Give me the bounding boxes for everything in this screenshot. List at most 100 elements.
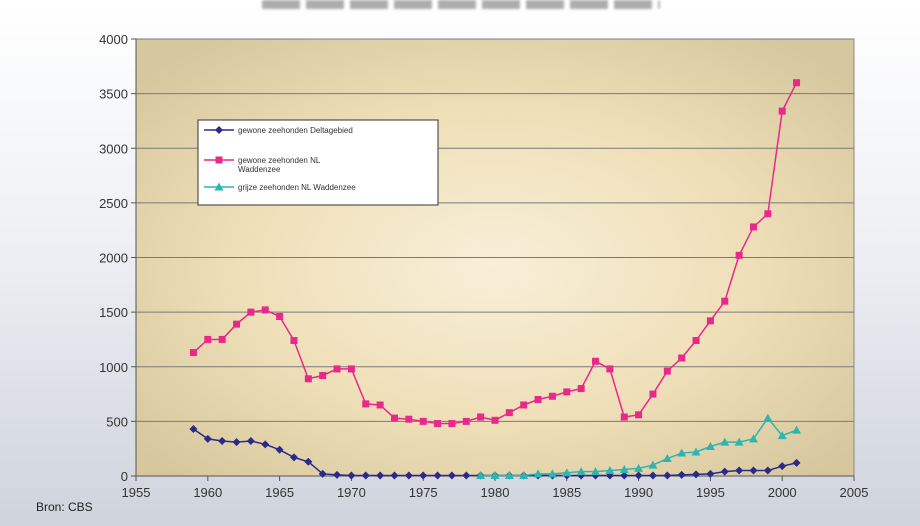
legend-label-line: gewone zeehonden NL: [238, 156, 321, 165]
data-point-0-1998: [749, 466, 758, 475]
data-point-1-1981: [505, 409, 513, 417]
data-point-2-1986: [576, 467, 586, 476]
series-0: [189, 425, 801, 480]
data-point-1-1996: [721, 297, 729, 305]
data-point-1-1974: [405, 415, 413, 423]
data-point-1-1980: [491, 416, 499, 424]
data-point-1-1992: [663, 367, 671, 375]
data-point-1-1969: [333, 365, 341, 373]
data-point-0-1963: [246, 437, 255, 446]
data-point-2-1995: [705, 442, 715, 451]
data-point-1-1991: [649, 390, 657, 398]
data-point-1-1976: [434, 420, 442, 428]
legend-marker-0: [215, 126, 223, 134]
legend-label-1: gewone zeehonden NL Waddenzee: [238, 156, 321, 174]
legend-label-0: gewone zeehonden Deltagebied: [238, 126, 353, 135]
y-tick-label-2500: 2500: [99, 196, 128, 211]
data-point-2-1993: [677, 448, 687, 457]
data-point-0-1971: [361, 471, 370, 480]
series-2: [476, 413, 802, 479]
data-point-1-1989: [620, 413, 628, 421]
data-point-2-1991: [648, 460, 658, 469]
data-point-0-2000: [778, 462, 787, 471]
y-tick-label-1000: 1000: [99, 360, 128, 375]
data-point-1-1961: [218, 335, 226, 343]
data-point-0-1966: [289, 453, 298, 462]
data-point-1-1971: [362, 400, 370, 408]
data-point-1-1995: [706, 317, 714, 325]
data-point-1-1973: [390, 414, 398, 422]
data-point-1-1993: [678, 354, 686, 362]
y-tick-label-2000: 2000: [99, 251, 128, 266]
data-point-1-1959: [189, 349, 197, 357]
y-tick-label-1500: 1500: [99, 305, 128, 320]
data-point-0-1967: [304, 457, 313, 466]
data-point-2-1992: [662, 454, 672, 463]
data-point-1-1987: [592, 357, 600, 365]
data-point-0-1970: [347, 471, 356, 480]
data-point-0-1995: [706, 469, 715, 478]
data-point-1-1979: [477, 413, 485, 421]
data-point-2-1979: [476, 470, 486, 479]
data-point-1-1998: [749, 223, 757, 231]
data-point-2-1999: [763, 413, 773, 422]
axes: 0 500 1000 1500 2000 2500 3000 3500 4000 1955 1960…: [99, 32, 868, 500]
data-point-2-1982: [519, 470, 529, 479]
data-point-2-1996: [720, 437, 730, 446]
data-point-0-1997: [735, 466, 744, 475]
data-point-0-1969: [333, 470, 342, 479]
data-point-1-1986: [577, 385, 585, 393]
data-point-2-1988: [605, 466, 615, 475]
data-point-1-1967: [304, 375, 312, 383]
data-point-0-1974: [404, 471, 413, 480]
data-point-1-1999: [764, 210, 772, 218]
y-tick-label-4000: 4000: [99, 32, 128, 47]
data-point-1-1990: [635, 411, 643, 419]
data-point-0-1993: [677, 470, 686, 479]
data-point-0-1965: [275, 445, 284, 454]
x-tick-label-1970: 1970: [337, 485, 366, 500]
data-point-0-1992: [663, 471, 672, 480]
x-tick-label-1990: 1990: [624, 485, 653, 500]
data-point-0-1959: [189, 425, 198, 434]
legend-label-line: Waddenzee: [238, 165, 281, 174]
data-point-0-1975: [419, 471, 428, 480]
data-point-1-1994: [692, 337, 700, 345]
data-point-2-1983: [533, 469, 543, 478]
y-tick-label-3000: 3000: [99, 141, 128, 156]
data-point-0-1972: [376, 471, 385, 480]
data-point-2-1980: [490, 470, 500, 479]
data-point-2-1984: [547, 469, 557, 478]
data-point-1-1964: [261, 306, 269, 314]
x-tick-label-1955: 1955: [122, 485, 151, 500]
data-point-1-1982: [520, 401, 528, 409]
series-group: [189, 79, 802, 480]
data-point-2-1987: [591, 467, 601, 476]
data-point-2-1985: [562, 468, 572, 477]
data-point-1-1983: [534, 396, 542, 404]
data-point-0-1961: [218, 437, 227, 446]
data-point-0-1999: [763, 466, 772, 475]
data-point-0-1964: [261, 440, 270, 449]
data-point-1-1977: [448, 420, 456, 428]
data-point-1-1978: [462, 417, 470, 425]
data-point-1-1988: [606, 365, 614, 373]
data-point-0-1968: [318, 469, 327, 478]
data-point-0-1977: [447, 471, 456, 480]
legend-box: [197, 119, 439, 206]
data-point-0-1989: [620, 471, 629, 480]
chart-title-blurred: [262, 0, 660, 9]
data-point-1-1970: [347, 365, 355, 373]
data-point-0-1994: [692, 470, 701, 479]
x-tick-label-1995: 1995: [696, 485, 725, 500]
y-tick-label-3500: 3500: [99, 87, 128, 102]
x-tick-label-1975: 1975: [409, 485, 438, 500]
data-point-1-1965: [276, 312, 284, 320]
data-point-2-1994: [691, 447, 701, 456]
data-point-0-2001: [792, 458, 801, 467]
data-point-1-1962: [233, 320, 241, 328]
source-label: Bron: CBS: [36, 500, 93, 514]
data-point-2-1981: [504, 470, 514, 479]
data-point-2-1989: [619, 464, 629, 473]
